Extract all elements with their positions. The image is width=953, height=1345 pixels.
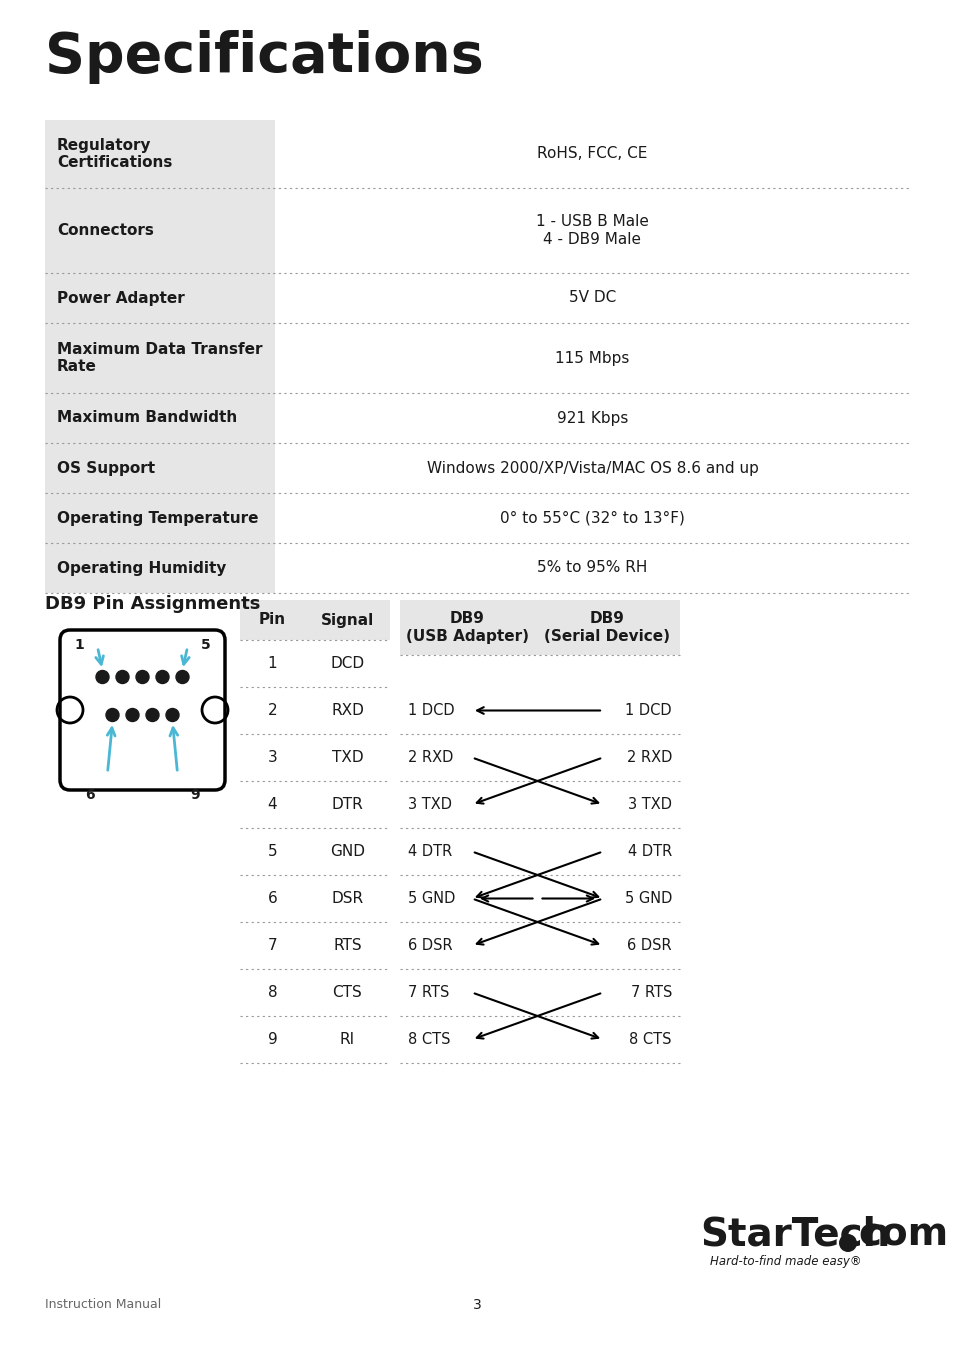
- Text: GND: GND: [330, 845, 365, 859]
- Text: 2 RXD: 2 RXD: [408, 751, 453, 765]
- Bar: [45, 393, 274, 443]
- Bar: [45, 543, 274, 593]
- Text: Signal: Signal: [320, 612, 374, 628]
- Text: RoHS, FCC, CE: RoHS, FCC, CE: [537, 147, 647, 161]
- Text: DSR: DSR: [331, 890, 363, 907]
- Text: com: com: [857, 1216, 947, 1254]
- Text: Specifications: Specifications: [45, 30, 483, 83]
- Text: RTS: RTS: [333, 937, 361, 954]
- Text: 4: 4: [268, 798, 277, 812]
- Text: 9: 9: [268, 1032, 277, 1046]
- Text: 921 Kbps: 921 Kbps: [557, 410, 627, 425]
- Text: 2 RXD: 2 RXD: [626, 751, 671, 765]
- Text: Maximum Bandwidth: Maximum Bandwidth: [57, 410, 237, 425]
- Text: 4 DTR: 4 DTR: [627, 845, 671, 859]
- Bar: [45, 273, 274, 323]
- Bar: [240, 600, 390, 640]
- Circle shape: [175, 671, 189, 683]
- Text: Maximum Data Transfer
Rate: Maximum Data Transfer Rate: [57, 342, 262, 374]
- Text: 0° to 55°C (32° to 13°F): 0° to 55°C (32° to 13°F): [499, 511, 684, 526]
- Text: 6: 6: [85, 788, 94, 802]
- Circle shape: [96, 671, 109, 683]
- Text: 6: 6: [268, 890, 277, 907]
- Text: Instruction Manual: Instruction Manual: [45, 1298, 161, 1311]
- Text: 5V DC: 5V DC: [568, 291, 616, 305]
- Text: 8: 8: [268, 985, 277, 999]
- Text: RXD: RXD: [331, 703, 363, 718]
- Text: OS Support: OS Support: [57, 460, 155, 476]
- Text: DTR: DTR: [332, 798, 363, 812]
- Text: 3: 3: [268, 751, 277, 765]
- Text: 9: 9: [191, 788, 200, 802]
- Bar: [45, 188, 274, 273]
- Text: TXD: TXD: [332, 751, 363, 765]
- Text: RI: RI: [339, 1032, 355, 1046]
- Text: 7 RTS: 7 RTS: [408, 985, 449, 999]
- Text: 3 TXD: 3 TXD: [408, 798, 452, 812]
- Bar: [45, 443, 274, 494]
- Text: DB9 Pin Assignments: DB9 Pin Assignments: [45, 594, 260, 613]
- Text: Windows 2000/XP/Vista/MAC OS 8.6 and up: Windows 2000/XP/Vista/MAC OS 8.6 and up: [426, 460, 758, 476]
- Text: 6 DSR: 6 DSR: [408, 937, 452, 954]
- Text: 5: 5: [200, 638, 210, 652]
- Text: DB9
(USB Adapter): DB9 (USB Adapter): [406, 611, 529, 644]
- Text: 7: 7: [268, 937, 277, 954]
- Text: 1 DCD: 1 DCD: [408, 703, 455, 718]
- Circle shape: [838, 1233, 856, 1252]
- Text: 115 Mbps: 115 Mbps: [555, 351, 629, 366]
- Text: Connectors: Connectors: [57, 223, 153, 238]
- Text: Pin: Pin: [258, 612, 286, 628]
- Text: 5% to 95% RH: 5% to 95% RH: [537, 561, 647, 576]
- Bar: [45, 323, 274, 393]
- Text: 8 CTS: 8 CTS: [408, 1032, 450, 1046]
- Circle shape: [116, 671, 129, 683]
- Bar: [45, 120, 274, 188]
- Text: Operating Temperature: Operating Temperature: [57, 511, 258, 526]
- Text: 8 CTS: 8 CTS: [629, 1032, 671, 1046]
- Circle shape: [106, 709, 119, 721]
- Text: 4 DTR: 4 DTR: [408, 845, 452, 859]
- Text: StarTech: StarTech: [700, 1216, 889, 1254]
- Text: 1 DCD: 1 DCD: [625, 703, 671, 718]
- Text: Regulatory
Certifications: Regulatory Certifications: [57, 137, 172, 171]
- Text: 5 GND: 5 GND: [408, 890, 455, 907]
- Text: DB9
(Serial Device): DB9 (Serial Device): [544, 611, 670, 644]
- Text: 2: 2: [268, 703, 277, 718]
- Circle shape: [146, 709, 159, 721]
- FancyBboxPatch shape: [60, 629, 225, 790]
- Circle shape: [156, 671, 169, 683]
- Text: 1: 1: [268, 656, 277, 671]
- Text: CTS: CTS: [333, 985, 362, 999]
- Text: DCD: DCD: [330, 656, 364, 671]
- Text: Power Adapter: Power Adapter: [57, 291, 185, 305]
- Text: 3 TXD: 3 TXD: [627, 798, 671, 812]
- Text: 5: 5: [268, 845, 277, 859]
- Circle shape: [126, 709, 139, 721]
- Text: Operating Humidity: Operating Humidity: [57, 561, 226, 576]
- Text: 1 - USB B Male
4 - DB9 Male: 1 - USB B Male 4 - DB9 Male: [536, 214, 648, 246]
- Text: 3: 3: [472, 1298, 481, 1311]
- Bar: [45, 494, 274, 543]
- Text: 5 GND: 5 GND: [624, 890, 671, 907]
- Text: Hard-to-find made easy®: Hard-to-find made easy®: [709, 1255, 861, 1268]
- Circle shape: [136, 671, 149, 683]
- Circle shape: [166, 709, 179, 721]
- Text: 1: 1: [74, 638, 85, 652]
- Text: 6 DSR: 6 DSR: [627, 937, 671, 954]
- Bar: [399, 600, 679, 655]
- Text: 7 RTS: 7 RTS: [630, 985, 671, 999]
